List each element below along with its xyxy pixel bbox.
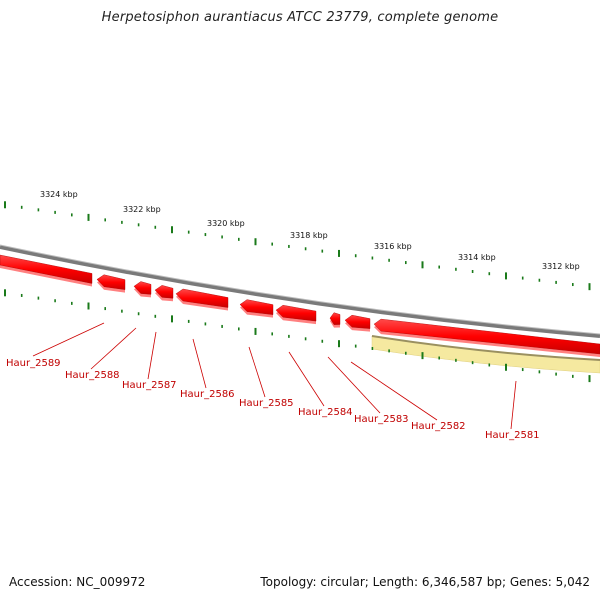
gene-arrow[interactable] <box>329 312 341 325</box>
gene-arrow[interactable] <box>133 281 152 295</box>
gene-label[interactable]: Haur_2583 <box>354 414 409 425</box>
scale-label-3314: 3314 kbp <box>458 253 496 262</box>
genome-summary: Topology: circular; Length: 6,346,587 bp… <box>260 575 590 589</box>
gene-label[interactable]: Haur_2587 <box>122 380 177 391</box>
gene-arrow[interactable] <box>175 288 229 308</box>
genome-backbone-highlight <box>0 244 600 335</box>
scale-label-3322: 3322 kbp <box>123 205 161 214</box>
scale-label-3316: 3316 kbp <box>374 242 412 251</box>
gene-label-line <box>32 322 105 357</box>
gene-arrow[interactable] <box>0 254 93 284</box>
gene-arrow[interactable] <box>96 274 126 290</box>
gene-label-line <box>510 380 517 430</box>
gene-label-line <box>248 346 266 398</box>
accession-label: Accession: NC_009972 <box>9 575 146 589</box>
gene-label[interactable]: Haur_2582 <box>411 421 466 432</box>
gene-label-line <box>192 338 207 389</box>
gene-label[interactable]: Haur_2588 <box>65 370 120 381</box>
genome-title: Herpetosiphon aurantiacus ATCC 23779, co… <box>101 10 499 25</box>
genome-backbone <box>0 245 600 338</box>
scale-label-3318: 3318 kbp <box>290 231 328 240</box>
gene-label-line <box>350 361 438 421</box>
scale-label-3312: 3312 kbp <box>542 262 580 271</box>
gene-track <box>0 254 600 357</box>
gene-arrow[interactable] <box>239 299 274 315</box>
gene-label-line <box>288 351 325 407</box>
gene-arrow[interactable] <box>373 318 600 355</box>
gene-label-line <box>90 327 137 370</box>
scale-label-3320: 3320 kbp <box>207 219 245 228</box>
scale-ticks-outer <box>4 201 591 291</box>
gene-label[interactable]: Haur_2589 <box>6 358 61 369</box>
scale-label-3324: 3324 kbp <box>40 190 78 199</box>
gene-label[interactable]: Haur_2581 <box>485 430 540 441</box>
gene-label[interactable]: Haur_2585 <box>239 398 294 409</box>
highlight-band-edge <box>371 335 600 361</box>
gene-label-line <box>327 356 381 414</box>
gene-arrow[interactable] <box>344 314 371 329</box>
gene-labels: Haur_2589 Haur_2588 Haur_2587 Haur_2586 … <box>6 322 540 441</box>
gene-label[interactable]: Haur_2586 <box>180 389 235 400</box>
gene-label-line <box>147 331 157 380</box>
scale-labels: 3324 kbp 3322 kbp 3320 kbp 3318 kbp 3316… <box>40 190 580 271</box>
scale-ticks-inner <box>4 289 591 383</box>
gene-label[interactable]: Haur_2584 <box>298 407 353 418</box>
gene-arrow[interactable] <box>154 285 174 299</box>
gene-arrow[interactable] <box>275 304 317 322</box>
